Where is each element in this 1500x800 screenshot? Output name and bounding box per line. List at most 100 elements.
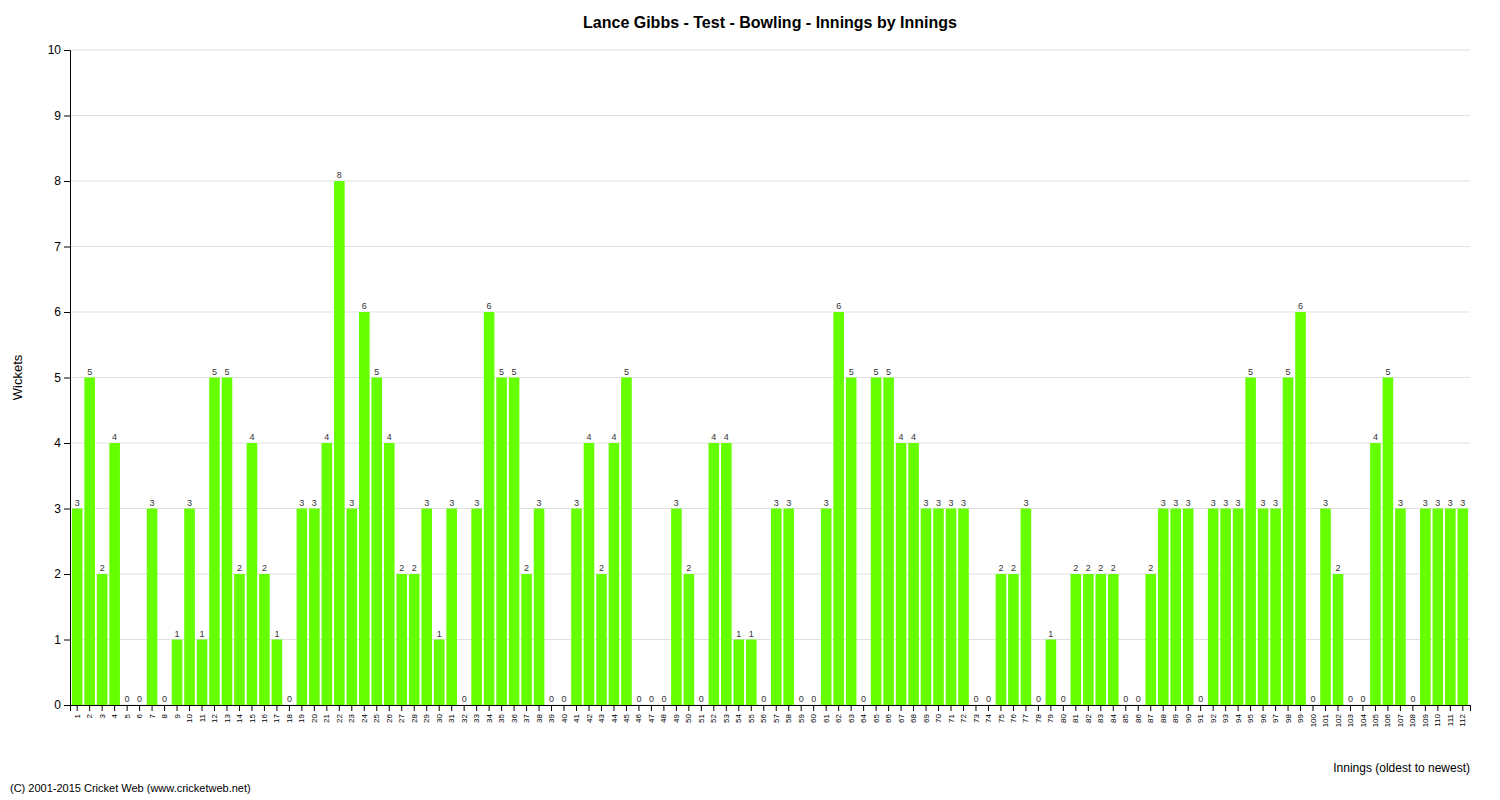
- tick-label: 63: [847, 713, 856, 722]
- tick-mark: [1250, 705, 1251, 711]
- tick-mark: [926, 705, 927, 711]
- tick: 73: [972, 705, 981, 723]
- tick-mark: [326, 705, 327, 711]
- bar: [272, 640, 283, 706]
- data-label: 6: [487, 301, 492, 311]
- tick: 80: [1059, 705, 1068, 723]
- tick-mark: [139, 705, 140, 711]
- tick: 47: [647, 705, 656, 723]
- tick-mark: [1213, 705, 1214, 711]
- tick-label: 101: [1321, 713, 1330, 727]
- data-label: 6: [362, 301, 367, 311]
- bar: [1258, 509, 1269, 706]
- tick-mark: [489, 705, 490, 711]
- tick: 108: [1408, 705, 1417, 727]
- bar: [1458, 509, 1469, 706]
- tick: 5: [54, 371, 70, 385]
- tick-label: 105: [1371, 713, 1380, 727]
- tick-label: 56: [759, 713, 768, 722]
- tick: 91: [1196, 705, 1205, 723]
- tick-mark: [77, 705, 78, 711]
- tick-label: 76: [1009, 713, 1018, 722]
- tick: 28: [410, 705, 419, 723]
- tick-label: 99: [1296, 713, 1305, 722]
- bar: [496, 378, 507, 706]
- tick-label: 28: [410, 713, 419, 722]
- bar: [933, 509, 944, 706]
- data-label: 0: [811, 694, 816, 704]
- data-label: 3: [1460, 498, 1465, 508]
- bar: [1445, 509, 1456, 706]
- data-label: 1: [749, 629, 754, 639]
- data-label: 3: [1161, 498, 1166, 508]
- tick: 33: [472, 705, 481, 723]
- data-label: 3: [1236, 498, 1241, 508]
- tick-label: 95: [1246, 713, 1255, 722]
- tick: 59: [797, 705, 806, 723]
- bar: [571, 509, 582, 706]
- tick-label: 4: [110, 713, 119, 718]
- bar: [1008, 574, 1019, 705]
- tick-label: 42: [585, 713, 594, 722]
- tick-mark: [289, 705, 290, 711]
- bar: [384, 443, 395, 705]
- tick-label: 66: [884, 713, 893, 722]
- data-label: 4: [899, 432, 904, 442]
- bar: [459, 705, 470, 706]
- tick-label: 84: [1109, 713, 1118, 722]
- tick-mark: [102, 705, 103, 711]
- grid-line: [70, 246, 1470, 247]
- tick-mark: [1013, 705, 1014, 711]
- tick-label: 87: [1146, 713, 1155, 722]
- data-label: 2: [1335, 563, 1340, 573]
- axis-line: [64, 51, 71, 706]
- data-label: 5: [886, 367, 891, 377]
- tick-label: 75: [997, 713, 1006, 722]
- data-label: 3: [187, 498, 192, 508]
- bar: [371, 378, 382, 706]
- bar: [983, 705, 994, 706]
- tick-label: 6: [135, 713, 144, 718]
- tick-label: 46: [634, 713, 643, 722]
- data-label: 2: [1011, 563, 1016, 573]
- tick-mark: [202, 705, 203, 711]
- tick: 88: [1159, 705, 1168, 723]
- tick: 96: [1259, 705, 1268, 723]
- bar: [434, 640, 445, 706]
- tick-mark: [651, 705, 652, 711]
- tick-mark: [64, 312, 70, 313]
- data-label: 4: [387, 432, 392, 442]
- data-label: 5: [224, 367, 229, 377]
- tick-mark: [1000, 705, 1001, 711]
- tick-label: 1: [73, 713, 82, 718]
- bar: [1408, 705, 1419, 706]
- data-label: 6: [1298, 301, 1303, 311]
- bar: [1183, 509, 1194, 706]
- bar: [609, 443, 620, 705]
- tick: 93: [1221, 705, 1230, 723]
- tick-mark: [1375, 705, 1376, 711]
- tick: 2: [54, 567, 70, 581]
- tick-label: 52: [709, 713, 718, 722]
- bar: [883, 378, 894, 706]
- data-label: 2: [1111, 563, 1116, 573]
- data-label: 3: [1261, 498, 1266, 508]
- tick: 50: [684, 705, 693, 723]
- data-label: 0: [1348, 694, 1353, 704]
- bar: [1145, 574, 1156, 705]
- bar: [846, 378, 857, 706]
- bar: [159, 705, 170, 706]
- tick-mark: [1275, 705, 1276, 711]
- bar: [184, 509, 195, 706]
- bar: [484, 312, 495, 705]
- bar: [908, 443, 919, 705]
- tick-label: 13: [223, 713, 232, 722]
- tick-label: 7: [54, 240, 61, 254]
- data-label: 2: [100, 563, 105, 573]
- grid-line: [70, 312, 1470, 313]
- tick-mark: [1050, 705, 1051, 711]
- data-label: 2: [599, 563, 604, 573]
- data-label: 0: [549, 694, 554, 704]
- tick: 74: [984, 705, 993, 723]
- tick: 82: [1084, 705, 1093, 723]
